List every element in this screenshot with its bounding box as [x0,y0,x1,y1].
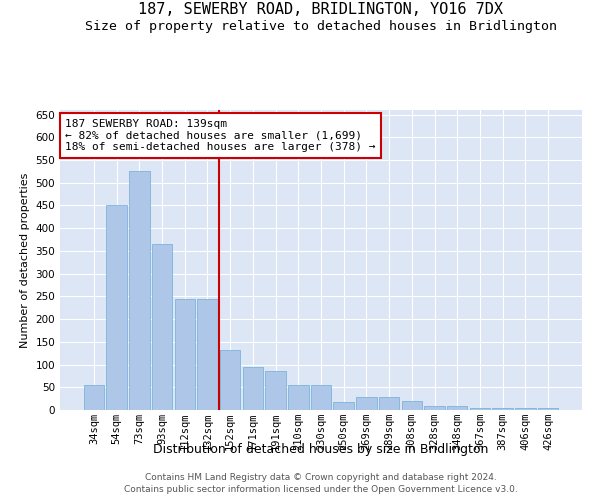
Bar [311,385,331,410]
Text: Distribution of detached houses by size in Bridlington: Distribution of detached houses by size … [154,442,488,456]
Text: Contains public sector information licensed under the Open Government Licence v3: Contains public sector information licen… [124,485,518,494]
Bar [538,408,558,410]
Bar [242,367,263,410]
Bar [175,298,195,410]
Bar [265,372,286,410]
Bar [197,298,218,410]
Y-axis label: Number of detached properties: Number of detached properties [20,172,30,348]
Bar [334,402,354,410]
Text: 187, SEWERBY ROAD, BRIDLINGTON, YO16 7DX: 187, SEWERBY ROAD, BRIDLINGTON, YO16 7DX [139,2,503,18]
Bar [447,406,467,410]
Bar [288,385,308,410]
Bar [493,408,513,410]
Text: Contains HM Land Registry data © Crown copyright and database right 2024.: Contains HM Land Registry data © Crown c… [145,472,497,482]
Bar [470,408,490,410]
Bar [129,172,149,410]
Bar [515,408,536,410]
Bar [106,206,127,410]
Bar [152,244,172,410]
Bar [220,350,241,410]
Text: Size of property relative to detached houses in Bridlington: Size of property relative to detached ho… [85,20,557,33]
Text: 187 SEWERBY ROAD: 139sqm
← 82% of detached houses are smaller (1,699)
18% of sem: 187 SEWERBY ROAD: 139sqm ← 82% of detach… [65,119,376,152]
Bar [356,398,377,410]
Bar [84,385,104,410]
Bar [401,401,422,410]
Bar [424,406,445,410]
Bar [379,398,400,410]
